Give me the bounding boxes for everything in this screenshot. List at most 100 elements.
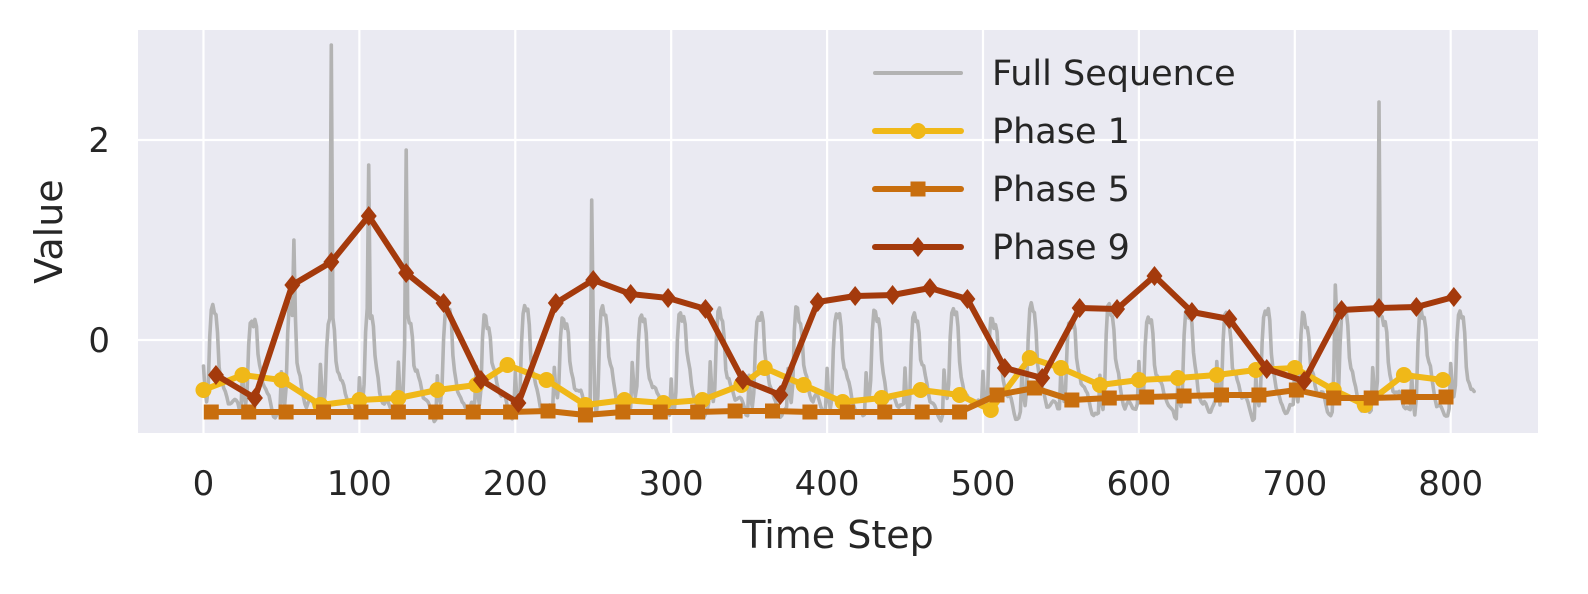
data-point-phase-5 bbox=[615, 404, 631, 420]
data-point-phase-9 bbox=[1071, 298, 1088, 318]
x-tick-label: 200 bbox=[483, 464, 548, 504]
x-tick-label: 400 bbox=[795, 464, 860, 504]
x-tick-label: 700 bbox=[1262, 464, 1327, 504]
data-point-phase-9 bbox=[921, 278, 938, 298]
legend-item-phase-5: Phase 5 bbox=[872, 170, 1130, 210]
legend-label-phase-5: Phase 5 bbox=[992, 170, 1130, 210]
data-point-phase-5 bbox=[914, 404, 930, 420]
legend-marker-phase-1 bbox=[910, 123, 926, 139]
data-point-phase-9 bbox=[959, 289, 976, 309]
data-point-phase-1 bbox=[1169, 370, 1186, 386]
data-point-phase-5 bbox=[690, 404, 706, 420]
data-point-phase-5 bbox=[989, 387, 1005, 403]
x-tick-label: 0 bbox=[193, 464, 215, 504]
tick-labels: 0 100 200 300 400 500 600 700 800 0 2 bbox=[88, 121, 1483, 504]
data-point-phase-1 bbox=[616, 392, 633, 408]
data-point-phase-1 bbox=[1091, 377, 1108, 393]
series-line-phase-5 bbox=[208, 385, 1449, 418]
data-point-phase-1 bbox=[1208, 367, 1225, 383]
data-point-phase-5 bbox=[1363, 390, 1379, 406]
data-point-phase-5 bbox=[652, 404, 668, 420]
data-point-phase-9 bbox=[809, 292, 826, 312]
data-point-phase-1 bbox=[1286, 360, 1303, 376]
data-point-phase-1 bbox=[538, 372, 555, 388]
series-line-phase-9 bbox=[213, 213, 1457, 406]
x-tick-label: 300 bbox=[639, 464, 704, 504]
data-point-phase-1 bbox=[351, 392, 368, 408]
data-point-phase-9 bbox=[1445, 287, 1462, 307]
data-point-phase-5 bbox=[1288, 382, 1304, 398]
data-point-phase-9 bbox=[1333, 300, 1350, 320]
data-point-phase-5 bbox=[1064, 392, 1080, 408]
legend-marker-phase-9 bbox=[910, 237, 926, 257]
data-point-phase-9 bbox=[734, 370, 751, 390]
series-line-phase-1 bbox=[200, 355, 1446, 413]
x-axis-label: Time Step bbox=[741, 513, 934, 557]
plot-background bbox=[138, 30, 1538, 433]
data-point-phase-9 bbox=[1221, 309, 1238, 329]
data-point-phase-1 bbox=[1021, 350, 1038, 366]
data-point-phase-5 bbox=[1438, 389, 1454, 405]
data-point-phase-9 bbox=[510, 393, 527, 413]
y-axis-label: Value bbox=[27, 179, 71, 283]
data-point-phase-1 bbox=[195, 382, 212, 398]
legend-marker-phase-5 bbox=[910, 181, 926, 197]
legend-label-phase-9: Phase 9 bbox=[992, 228, 1130, 268]
data-point-phase-1 bbox=[390, 390, 407, 406]
data-point-phase-1 bbox=[499, 357, 516, 373]
data-point-phase-1 bbox=[273, 372, 290, 388]
data-point-phase-5 bbox=[278, 404, 294, 420]
data-point-phase-9 bbox=[585, 270, 602, 290]
data-point-phase-9 bbox=[1034, 368, 1051, 388]
series-line-full-sequence bbox=[201, 43, 1476, 424]
data-point-phase-9 bbox=[772, 385, 789, 405]
data-point-phase-5 bbox=[802, 404, 818, 420]
data-point-phase-5 bbox=[839, 404, 855, 420]
data-point-phase-9 bbox=[996, 358, 1013, 378]
data-point-phase-9 bbox=[847, 286, 864, 306]
data-point-phase-9 bbox=[547, 293, 564, 313]
data-point-phase-1 bbox=[694, 392, 711, 408]
data-point-phase-9 bbox=[472, 370, 489, 390]
data-point-phase-5 bbox=[1401, 389, 1417, 405]
data-point-phase-1 bbox=[982, 402, 999, 418]
data-point-phase-5 bbox=[390, 404, 406, 420]
data-point-phase-9 bbox=[884, 285, 901, 305]
data-point-phase-9 bbox=[435, 293, 452, 313]
x-tick-label: 500 bbox=[951, 464, 1016, 504]
legend-item-phase-1: Phase 1 bbox=[872, 112, 1130, 152]
data-point-phase-9 bbox=[1370, 298, 1387, 318]
data-point-phase-5 bbox=[1139, 389, 1155, 405]
data-point-phase-9 bbox=[1296, 371, 1313, 391]
grid-lines bbox=[138, 30, 1538, 433]
data-point-phase-9 bbox=[1408, 297, 1425, 317]
data-point-phase-1 bbox=[1052, 360, 1069, 376]
data-point-phase-9 bbox=[1146, 266, 1163, 286]
data-point-phase-5 bbox=[1251, 387, 1267, 403]
data-point-phase-9 bbox=[1183, 302, 1200, 322]
data-point-phase-9 bbox=[398, 263, 415, 283]
data-point-phase-9 bbox=[622, 284, 639, 304]
data-point-phase-5 bbox=[241, 404, 257, 420]
data-point-phase-1 bbox=[1247, 362, 1264, 378]
data-point-phase-9 bbox=[697, 299, 714, 319]
data-point-phase-5 bbox=[316, 404, 332, 420]
legend: Full Sequence Phase 1 Phase 5 Phase 9 bbox=[872, 54, 1236, 268]
series-phase-9 bbox=[207, 206, 1462, 413]
y-tick-label: 0 bbox=[88, 321, 110, 361]
data-point-phase-5 bbox=[203, 404, 219, 420]
data-point-phase-1 bbox=[1130, 372, 1147, 388]
data-point-phase-5 bbox=[1101, 390, 1117, 406]
x-tick-label: 100 bbox=[327, 464, 392, 504]
data-point-phase-5 bbox=[503, 404, 519, 420]
data-point-phase-5 bbox=[1026, 380, 1042, 396]
series-phase-1 bbox=[195, 350, 1451, 418]
x-tick-label: 800 bbox=[1418, 464, 1483, 504]
data-point-phase-5 bbox=[1326, 390, 1342, 406]
data-point-phase-1 bbox=[756, 360, 773, 376]
data-point-phase-9 bbox=[323, 252, 340, 272]
data-point-phase-1 bbox=[873, 390, 890, 406]
data-point-phase-5 bbox=[540, 403, 556, 419]
